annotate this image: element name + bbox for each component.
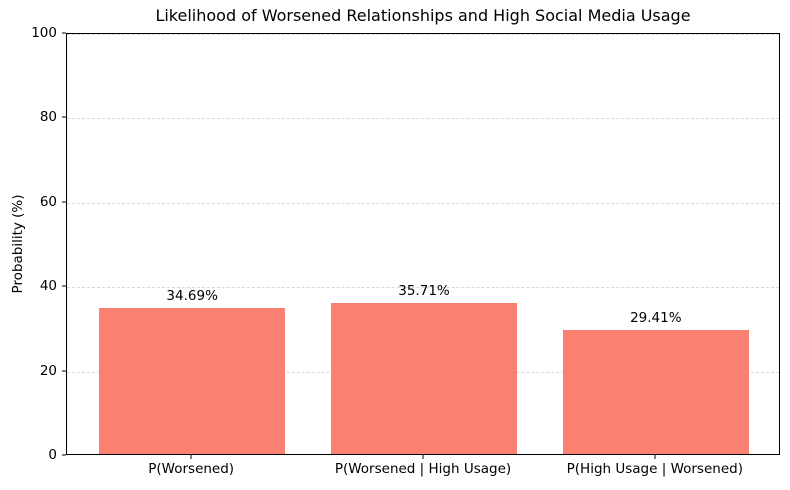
x-tick-label: P(High Usage | Worsened)	[566, 461, 743, 477]
y-tick-label: 20	[39, 362, 57, 379]
bar	[331, 303, 517, 454]
gridline	[67, 34, 779, 35]
y-tick-label: 0	[48, 447, 57, 463]
bar	[563, 329, 749, 454]
y-tick-mark	[62, 32, 66, 34]
gridline	[67, 118, 779, 120]
x-tick-label: P(Worsened)	[148, 461, 235, 477]
y-tick-mark	[62, 285, 66, 287]
x-tick-mark	[654, 455, 656, 459]
plot-area: 34.69% 35.71% 29.41%	[66, 33, 780, 455]
bar-value-label: 35.71%	[398, 283, 450, 300]
gridline	[67, 287, 779, 289]
gridline	[67, 202, 779, 204]
bar-value-label: 29.41%	[630, 309, 682, 326]
x-tick-mark	[422, 455, 424, 459]
bar-value-label: 34.69%	[166, 287, 218, 304]
y-tick-mark	[62, 370, 66, 372]
bar	[99, 307, 285, 454]
chart-title: Likelihood of Worsened Relationships and…	[155, 6, 691, 25]
y-tick-label: 80	[39, 109, 57, 126]
y-tick-label: 100	[31, 25, 57, 41]
y-tick-mark	[62, 454, 66, 456]
y-tick-mark	[62, 201, 66, 203]
x-tick-label: P(Worsened | High Usage)	[334, 461, 512, 477]
y-tick-label: 60	[39, 193, 57, 210]
y-tick-mark	[62, 116, 66, 118]
y-tick-label: 40	[39, 278, 57, 295]
x-tick-mark	[190, 455, 192, 459]
